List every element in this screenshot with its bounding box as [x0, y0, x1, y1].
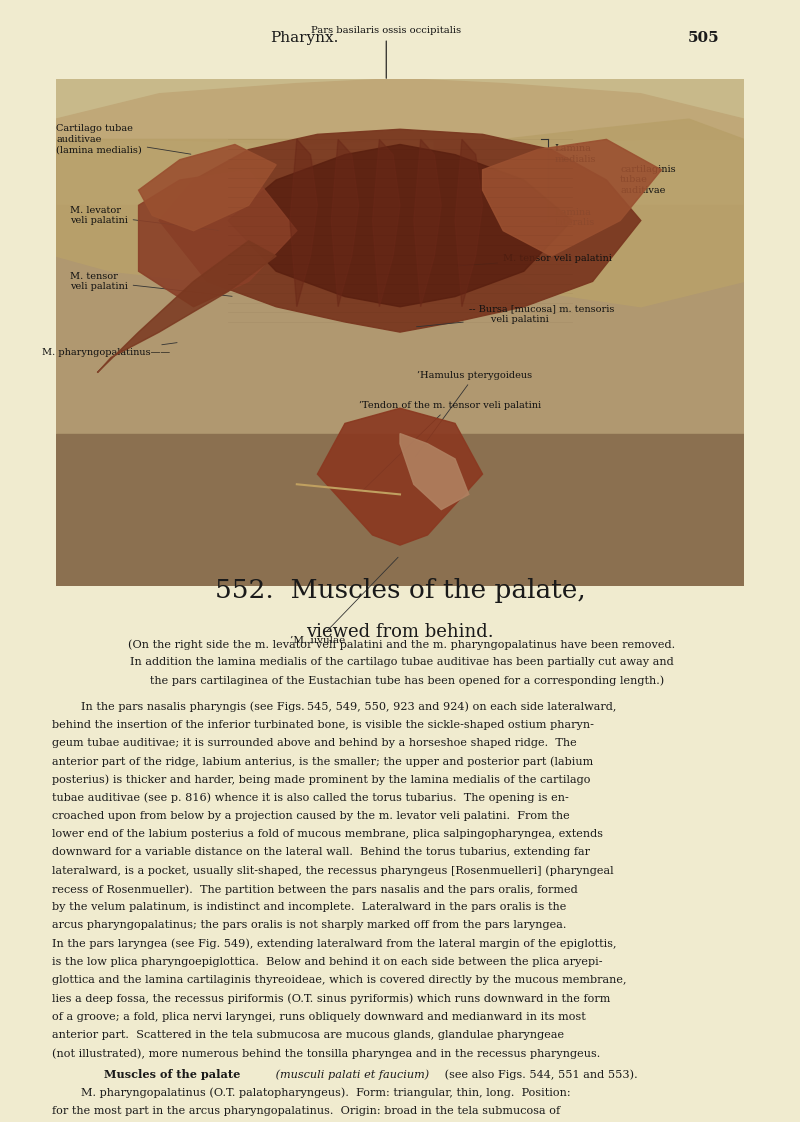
Text: 552.  Muscles of the palate,: 552. Muscles of the palate, — [214, 579, 586, 604]
Text: anterior part.  Scattered in the tela submucosa are mucous glands, glandulae pha: anterior part. Scattered in the tela sub… — [52, 1030, 564, 1040]
Text: Pars basilaris ossis occipitalis: Pars basilaris ossis occipitalis — [311, 27, 462, 79]
Text: is the low plica pharyngoepiglottica.  Below and behind it on each side between : is the low plica pharyngoepiglottica. Be… — [52, 957, 602, 967]
Text: posterius) is thicker and harder, being made prominent by the lamina medialis of: posterius) is thicker and harder, being … — [52, 774, 590, 785]
Text: In addition the lamina medialis of the cartilago tubae auditivae has been partia: In addition the lamina medialis of the c… — [130, 657, 674, 668]
Polygon shape — [138, 145, 276, 231]
Text: croached upon from below by a projection caused by the m. levator veli palatini.: croached upon from below by a projection… — [52, 811, 570, 821]
Polygon shape — [290, 139, 318, 306]
Text: Lamina
lateralis: Lamina lateralis — [555, 208, 595, 228]
Text: -- Bursa [mucosa] m. tensoris
       veli palatini: -- Bursa [mucosa] m. tensoris veli palat… — [417, 305, 614, 327]
Text: anterior part of the ridge, labium anterius, is the smaller; the upper and poste: anterior part of the ridge, labium anter… — [52, 756, 594, 766]
Polygon shape — [56, 79, 744, 145]
Text: for the most part in the arcus pharyngopalatinus.  Origin: broad in the tela sub: for the most part in the arcus pharyngop… — [52, 1106, 560, 1116]
Text: (not illustrated), more numerous behind the tonsilla pharyngea and in the recess: (not illustrated), more numerous behind … — [52, 1048, 600, 1059]
Text: lateralward, is a pocket, usually slit-shaped, the recessus pharyngeus [Rosenmue: lateralward, is a pocket, usually slit-s… — [52, 866, 614, 876]
Text: M. levator
veli palatini: M. levator veli palatini — [70, 205, 218, 230]
Text: M. tensor
veli palatini: M. tensor veli palatini — [70, 272, 232, 296]
Text: (musculi palati et faucium): (musculi palati et faucium) — [273, 1069, 430, 1079]
Text: (see also Figs. 544, 551 and 553).: (see also Figs. 544, 551 and 553). — [441, 1069, 637, 1079]
Polygon shape — [455, 139, 482, 306]
Polygon shape — [138, 169, 297, 306]
Bar — [56, 79, 744, 205]
Text: M. tensor veli palatini: M. tensor veli palatini — [458, 254, 612, 266]
Text: ’Tendon of the m. tensor veli palatini: ’Tendon of the m. tensor veli palatini — [358, 402, 541, 493]
Polygon shape — [400, 433, 469, 509]
Text: M. pharyngopalatinus——: M. pharyngopalatinus—— — [42, 342, 177, 357]
Polygon shape — [414, 139, 442, 306]
Text: 505: 505 — [688, 31, 720, 45]
Text: In the pars laryngea (see Fig. 549), extending lateralward from the lateral marg: In the pars laryngea (see Fig. 549), ext… — [52, 939, 617, 949]
Text: arcus pharyngopalatinus; the pars oralis is not sharply marked off from the pars: arcus pharyngopalatinus; the pars oralis… — [52, 920, 566, 930]
Text: M. pharyngopalatinus (O.T. palatopharyngeus).  Form: triangular, thin, long.  Po: M. pharyngopalatinus (O.T. palatopharyng… — [52, 1087, 570, 1098]
Polygon shape — [434, 119, 744, 306]
Text: Muscles of the palate: Muscles of the palate — [105, 1069, 241, 1080]
Bar — [56, 433, 744, 586]
Text: downward for a variable distance on the lateral wall.  Behind the torus tubarius: downward for a variable distance on the … — [52, 847, 590, 857]
Text: geum tubae auditivae; it is surrounded above and behind by a horseshoe shaped ri: geum tubae auditivae; it is surrounded a… — [52, 738, 577, 748]
Bar — [56, 205, 744, 433]
Text: lies a deep fossa, the recessus piriformis (O.T. sinus pyriformis) which runs do: lies a deep fossa, the recessus piriform… — [52, 994, 610, 1004]
Text: Lamina
medialis: Lamina medialis — [555, 145, 596, 164]
Text: Cartilago tubae
auditivae
(lamina medialis): Cartilago tubae auditivae (lamina medial… — [56, 125, 191, 155]
Polygon shape — [373, 139, 400, 306]
Polygon shape — [331, 139, 358, 306]
Text: (On the right side the m. levator veli palatini and the m. pharyngopalatinus hav: (On the right side the m. levator veli p… — [129, 640, 675, 650]
Polygon shape — [56, 139, 345, 282]
Polygon shape — [98, 241, 276, 373]
Text: of a groove; a fold, plica nervi laryngei, runs obliquely downward and medianwar: of a groove; a fold, plica nervi larynge… — [52, 1012, 586, 1022]
Polygon shape — [318, 408, 482, 545]
Text: the pars cartilaginea of the Eustachian tube has been opened for a corresponding: the pars cartilaginea of the Eustachian … — [139, 675, 665, 687]
Text: lower end of the labium posterius a fold of mucous membrane, plica salpingophary: lower end of the labium posterius a fold… — [52, 829, 603, 839]
Polygon shape — [228, 145, 572, 306]
Polygon shape — [482, 139, 662, 256]
Text: tubae auditivae (see p. 816) whence it is also called the torus tubarius.  The o: tubae auditivae (see p. 816) whence it i… — [52, 792, 569, 803]
Text: ’M. uvulae: ’M. uvulae — [290, 558, 398, 645]
Text: ’Hamulus pterygoideus: ’Hamulus pterygoideus — [415, 370, 532, 457]
Text: glottica and the lamina cartilaginis thyreoideae, which is covered directly by t: glottica and the lamina cartilaginis thy… — [52, 975, 626, 985]
Polygon shape — [159, 129, 641, 332]
Text: behind the insertion of the inferior turbinated bone, is visible the sickle-shap: behind the insertion of the inferior tur… — [52, 719, 594, 729]
Text: cartilaginis
tubae
auditivae: cartilaginis tubae auditivae — [620, 165, 676, 195]
Text: viewed from behind.: viewed from behind. — [306, 623, 494, 641]
Text: Pharynx.: Pharynx. — [270, 31, 338, 45]
Text: In the pars nasalis pharyngis (see Figs. 545, 549, 550, 923 and 924) on each sid: In the pars nasalis pharyngis (see Figs.… — [52, 701, 616, 711]
Text: by the velum palatinum, is indistinct and incomplete.  Lateralward in the pars o: by the velum palatinum, is indistinct an… — [52, 902, 566, 912]
Text: recess of Rosenmueller).  The partition between the pars nasalis and the pars or: recess of Rosenmueller). The partition b… — [52, 884, 578, 894]
